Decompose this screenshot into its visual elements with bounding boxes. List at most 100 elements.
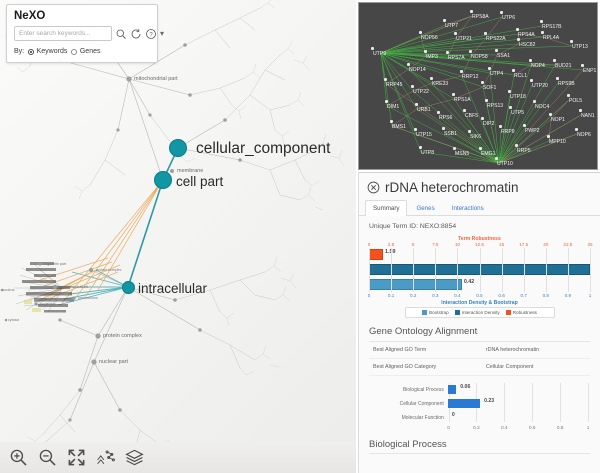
gene-node-dot[interactable] <box>470 10 473 13</box>
zoom-in-icon[interactable] <box>9 448 28 467</box>
gene-node-dot[interactable] <box>384 78 387 81</box>
gene-node-dot[interactable] <box>495 49 498 52</box>
tick-top-7.5: 7.5 <box>432 242 439 247</box>
gene-node-dot[interactable] <box>485 99 488 102</box>
gene-node-dot[interactable] <box>512 69 515 72</box>
go-tick-0.2: 0.2 <box>473 425 480 430</box>
zoom-out-icon[interactable] <box>38 448 57 467</box>
gene-node-dot[interactable] <box>419 31 422 34</box>
gene-node-dot[interactable] <box>495 157 498 160</box>
gene-node-dot[interactable] <box>454 32 457 35</box>
ontology-node-cell-part[interactable] <box>154 171 172 189</box>
legend-swatch-interaction-density <box>454 310 460 315</box>
gene-node-dot[interactable] <box>424 50 427 53</box>
legend-label-robustness: Robustness <box>512 310 537 315</box>
unique-term-id: Unique Term ID: NEXO:8854 <box>369 223 457 230</box>
gene-node-dot[interactable] <box>541 31 544 34</box>
gene-node-dot[interactable] <box>479 147 482 150</box>
tab-genes[interactable]: Genes <box>416 205 435 212</box>
radio-genes-icon[interactable] <box>71 48 78 55</box>
gene-node-dot[interactable] <box>500 11 503 14</box>
help-icon[interactable]: ? <box>145 28 157 40</box>
collapse-network-icon[interactable] <box>96 448 115 467</box>
ontology-node-cellular-component[interactable] <box>169 139 187 157</box>
gene-node-dot[interactable] <box>523 124 526 127</box>
gene-node-dot[interactable] <box>452 93 455 96</box>
chevron-down-icon[interactable]: ▾ <box>160 28 165 38</box>
radio-genes-label: Genes <box>79 48 101 55</box>
gene-node-dot[interactable] <box>579 109 582 112</box>
go-tick-0.6: 0.6 <box>528 425 536 430</box>
refresh-icon[interactable] <box>130 28 142 40</box>
gene-node-dot[interactable] <box>453 147 456 150</box>
tab-interactions[interactable]: Interactions <box>451 205 484 212</box>
gene-node-dot[interactable] <box>488 67 491 70</box>
tick-top-2.5: 2.5 <box>387 242 395 247</box>
table-row: Best Aligned GO Term rDNA heterochromati… <box>369 342 590 359</box>
gene-node-dot[interactable] <box>540 20 543 23</box>
gene-node-dot[interactable] <box>419 146 422 149</box>
gridline <box>504 383 506 422</box>
radio-option-genes[interactable]: Genes <box>71 48 100 55</box>
tab-summary[interactable]: Summary <box>365 200 408 216</box>
gene-node-dot[interactable] <box>407 63 410 66</box>
gene-node-dot[interactable] <box>570 40 573 43</box>
gene-node-dot[interactable] <box>556 77 559 80</box>
fit-screen-icon[interactable] <box>67 448 86 467</box>
gridline <box>435 248 437 292</box>
gene-node-dot[interactable] <box>529 59 532 62</box>
chart-top-axis-title: Term Robustness <box>458 236 501 242</box>
search-row: ? ▾ <box>14 26 164 41</box>
gene-node-dot[interactable] <box>468 130 471 133</box>
gene-node-dot[interactable] <box>575 128 578 131</box>
gene-node-dot[interactable] <box>430 77 433 80</box>
app-title: NeXO <box>14 10 46 22</box>
gene-node-dot[interactable] <box>581 64 584 67</box>
close-circle-icon[interactable] <box>367 181 380 194</box>
go-bar-value-mf: 0 <box>451 412 455 418</box>
radio-option-keywords[interactable]: Keywords <box>28 48 67 55</box>
layers-icon[interactable] <box>125 448 144 467</box>
gene-node-dot[interactable] <box>463 109 466 112</box>
gene-node-dot[interactable] <box>547 135 550 138</box>
gene-node-dot[interactable] <box>460 70 463 73</box>
gene-node-dot[interactable] <box>385 100 388 103</box>
gene-node-dot[interactable] <box>509 106 512 109</box>
gene-node-dot[interactable] <box>553 59 556 62</box>
gene-network-edges <box>380 15 584 164</box>
gene-node-dot[interactable] <box>390 120 393 123</box>
gene-node-dot[interactable] <box>411 85 414 88</box>
bar-bootstrap: 0.42 <box>369 279 474 290</box>
gene-node-dot[interactable] <box>415 103 418 106</box>
gene-node-dot[interactable] <box>437 111 440 114</box>
ontology-network-canvas[interactable]: cellular_component cell part intracellul… <box>0 0 356 473</box>
gene-node-dot[interactable] <box>516 28 519 31</box>
radio-keywords-label: Keywords <box>36 48 68 55</box>
gene-node-dot[interactable] <box>442 127 445 130</box>
search-icon[interactable] <box>115 28 127 40</box>
gene-node-dot[interactable] <box>443 19 446 22</box>
go-category-value: Cellular Component <box>485 364 534 370</box>
gene-interaction-network[interactable]: RPS8A UTP6 UTP7 RPS17B NOP56 UTP21 RPS22A RPS4A… <box>358 2 598 170</box>
gene-node-dot[interactable] <box>414 128 417 131</box>
gene-node-dot[interactable] <box>481 117 484 120</box>
gene-node-dot[interactable] <box>567 94 570 97</box>
gene-node-dot[interactable] <box>446 51 449 54</box>
gene-node-dot[interactable] <box>469 50 472 53</box>
gene-node-dot[interactable] <box>371 47 374 50</box>
search-input[interactable] <box>14 26 112 41</box>
gene-node-dot[interactable] <box>481 81 484 84</box>
gene-node-dot[interactable] <box>499 125 502 128</box>
gene-node-dot[interactable] <box>508 90 511 93</box>
gene-node-dot[interactable] <box>517 38 520 41</box>
gene-node-dot[interactable] <box>530 79 533 82</box>
gene-node-dot[interactable] <box>484 32 487 35</box>
radio-keywords-icon[interactable] <box>28 48 35 55</box>
gene-node-dot[interactable] <box>533 100 536 103</box>
ontology-node-intracellular[interactable] <box>122 281 135 294</box>
gene-node-dot[interactable] <box>549 113 552 116</box>
gene-node-dot[interactable] <box>515 144 518 147</box>
go-tick-0.4: 0.4 <box>501 425 508 430</box>
tick-top-5: 5 <box>411 242 415 247</box>
gridline <box>523 248 525 292</box>
